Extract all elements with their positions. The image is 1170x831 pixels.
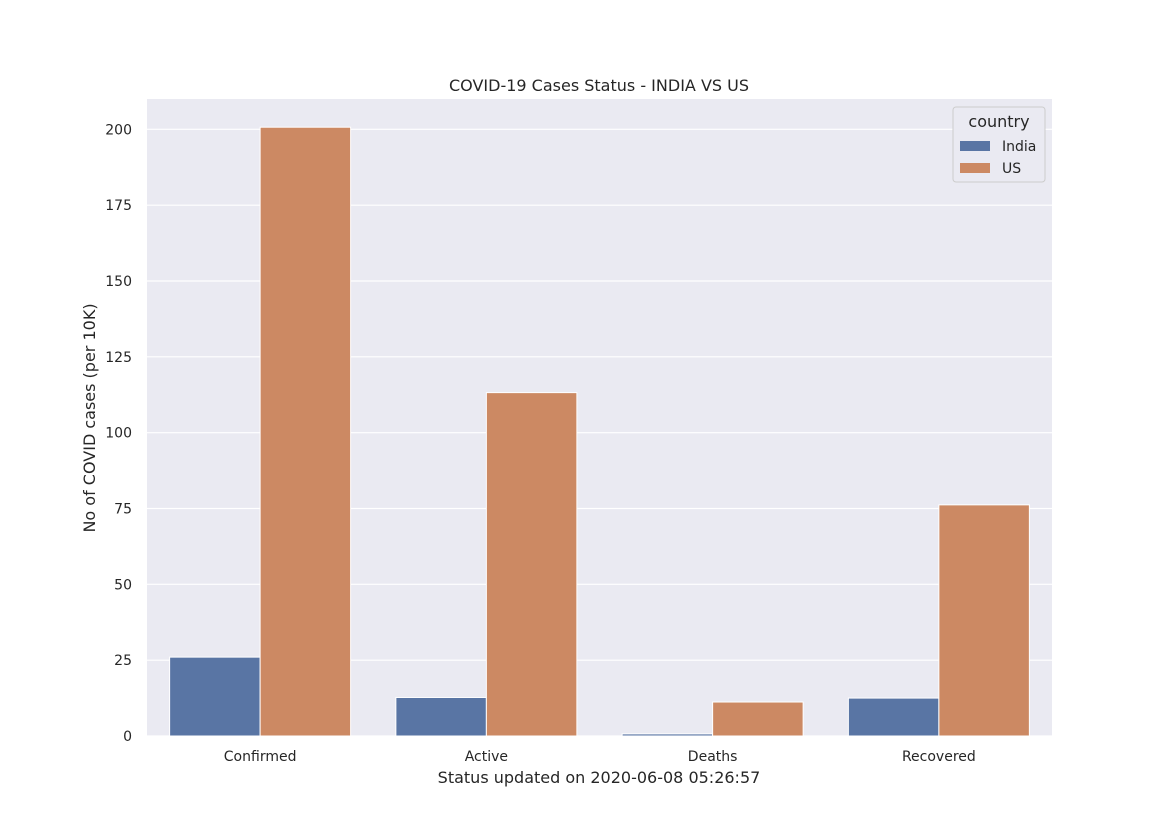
y-tick-label: 150: [105, 274, 132, 290]
chart-title: COVID-19 Cases Status - INDIA VS US: [449, 76, 749, 95]
bars: [169, 126, 1030, 737]
y-tick-label: 75: [114, 502, 132, 518]
legend-label: India: [1002, 139, 1036, 155]
bar-india-active: [395, 696, 487, 737]
x-tick-label: Confirmed: [224, 749, 297, 765]
bar-us-recovered: [938, 504, 1030, 737]
y-tick-label: 200: [105, 122, 132, 138]
bar-india-recovered: [847, 697, 940, 737]
x-tick-label: Deaths: [688, 749, 738, 765]
y-tick-labels: 0 25 50 75 100 125 150 175 200: [105, 122, 132, 745]
x-tick-labels: Confirmed Active Deaths Recovered: [224, 749, 976, 765]
y-tick-label: 100: [105, 426, 132, 442]
y-tick-label: 0: [123, 729, 132, 745]
legend-label: US: [1002, 161, 1021, 177]
x-tick-label: Active: [465, 749, 508, 765]
y-tick-label: 25: [114, 653, 132, 669]
x-tick-label: Recovered: [902, 749, 976, 765]
x-axis-label: Status updated on 2020-06-08 05:26:57: [438, 768, 761, 787]
legend: country India US: [952, 106, 1046, 183]
bar-us-active: [485, 392, 578, 737]
y-tick-label: 50: [114, 577, 132, 593]
legend-entries: India US: [960, 139, 1036, 177]
y-tick-label: 175: [105, 198, 132, 214]
bar-us-confirmed: [259, 126, 352, 737]
bar-us-deaths: [712, 701, 804, 737]
bar-india-deaths: [621, 733, 714, 737]
legend-swatch-india: [960, 141, 990, 151]
bar-india-confirmed: [169, 656, 261, 737]
y-axis-label: No of COVID cases (per 10K): [80, 303, 99, 532]
legend-swatch-us: [960, 163, 990, 173]
legend-title: country: [968, 112, 1029, 131]
y-tick-label: 125: [105, 350, 132, 366]
